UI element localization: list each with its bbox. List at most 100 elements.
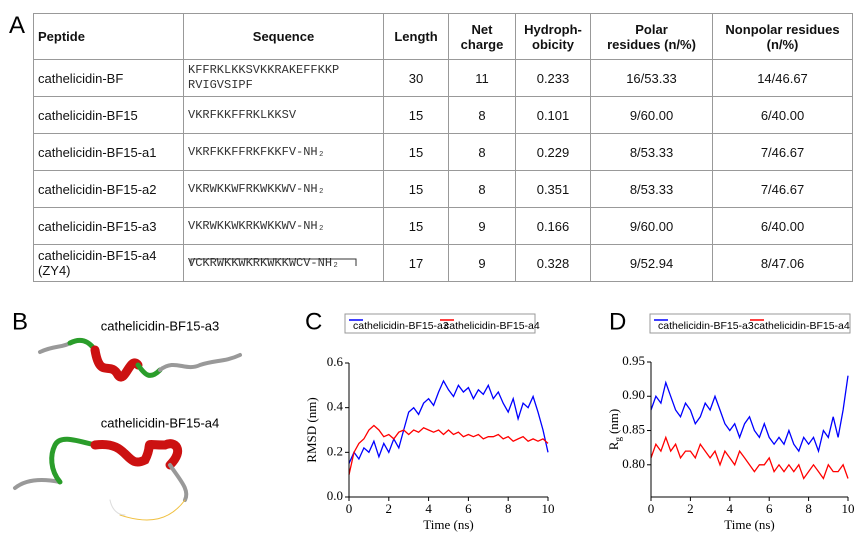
y-axis-label: RMSD (nm) <box>304 397 319 462</box>
x-tick-label: 10 <box>842 501 855 516</box>
table-cell: 0.166 <box>515 207 591 245</box>
y-axis-label-text: R <box>606 441 621 450</box>
y-axis-label-text: RMSD (nm) <box>304 397 319 462</box>
y-axis-label: Rg (nm) <box>606 409 623 450</box>
cell-text: 8 <box>478 181 486 197</box>
cell-text: 16/53.33 <box>626 70 677 86</box>
table-cell: 8/47.06 <box>712 244 853 282</box>
table-cell: VKRWKKWKRKWKKWV-NH₂ <box>183 207 384 245</box>
header-text: residues (n/%) <box>607 36 696 52</box>
table-cell: 7/46.67 <box>712 170 853 208</box>
header-text: Length <box>394 29 438 44</box>
panel-label: D <box>609 308 626 335</box>
panel-label: B <box>12 308 28 335</box>
structure-label: cathelicidin-BF15-a3 <box>101 318 220 333</box>
cell-text: 8/47.06 <box>760 255 805 271</box>
x-tick-label: 6 <box>465 501 472 516</box>
y-axis-label-sub: g <box>613 437 623 442</box>
cell-text: 7/46.67 <box>760 181 805 197</box>
legend-box <box>344 313 536 334</box>
cell-text: 9 <box>478 218 486 234</box>
table-cell: 0.328 <box>515 244 591 282</box>
cell-text: 30 <box>408 70 424 86</box>
cell-text: 0.233 <box>536 70 570 86</box>
cell-text: 17 <box>408 255 424 271</box>
cell-text: 9/60.00 <box>629 218 674 234</box>
table-cell: 15 <box>383 207 449 245</box>
cell-text: 15 <box>408 218 424 234</box>
x-tick-label: 4 <box>425 501 432 516</box>
table-cell: cathelicidin-BF <box>33 59 184 97</box>
legend-label: cathelicidin-BF15-a4 <box>754 320 850 332</box>
panel-label: C <box>305 308 322 335</box>
cell-text: 0.101 <box>536 107 570 123</box>
table-cell: VKRFKKFFRKFKKFV-NH₂ <box>183 133 384 171</box>
x-tick-label: 2 <box>386 501 393 516</box>
header-text: Net <box>471 21 493 37</box>
table-cell: 9/60.00 <box>590 207 713 245</box>
cell-text: 8/53.33 <box>629 181 674 197</box>
ribbon-a4 <box>13 436 189 521</box>
data-line <box>650 375 849 454</box>
cell-text: (ZY4) <box>38 263 71 278</box>
x-tick-label: 8 <box>505 501 512 516</box>
cell-text: 15 <box>408 181 424 197</box>
header-text: Nonpolar residues <box>725 21 840 37</box>
table-cell: 9 <box>448 244 516 282</box>
disulfide-bracket <box>190 258 357 266</box>
table-cell: VKRFKKFFRKLKKSV <box>183 96 384 134</box>
header-text: (n/%) <box>766 36 799 52</box>
header-cell: Net charge <box>448 13 516 60</box>
table-row: cathelicidin-BF15-a4 (ZY4) VCKRWKKWKRKWKKW… <box>33 244 853 282</box>
y-tick-label: 0.95 <box>622 353 645 368</box>
header-cell: Sequence <box>183 13 384 60</box>
header-text: Hydroph- <box>524 21 582 37</box>
cell-text: cathelicidin-BF <box>38 70 124 86</box>
x-tick-label: 6 <box>766 501 773 516</box>
header-text: charge <box>460 36 504 52</box>
table-cell: 17 <box>383 244 449 282</box>
x-tick-label: 2 <box>687 501 694 516</box>
x-tick-label: 10 <box>542 501 555 516</box>
cell-text: 8/53.33 <box>629 144 674 160</box>
data-line <box>650 435 849 480</box>
cell-text: cathelicidin-BF15-a2 <box>38 181 157 197</box>
cell-text: 9/52.94 <box>629 255 674 271</box>
table-row: cathelicidin-BF15-a3 VKRWKKWKRKWKKWV-NH₂ 1… <box>33 207 853 245</box>
legend-label: cathelicidin-BF15-a3 <box>658 320 754 332</box>
header-cell: Hydroph-obicity <box>515 13 591 60</box>
header-cell: Length <box>383 13 449 60</box>
cell-text: RVIGVSIPF <box>188 78 253 92</box>
table-cell: cathelicidin-BF15-a2 <box>33 170 184 208</box>
header-cell: Nonpolar residues (n/%) <box>712 13 853 60</box>
panel-label: A <box>9 12 26 39</box>
table-cell: 8 <box>448 96 516 134</box>
table-cell: 6/40.00 <box>712 207 853 245</box>
cell-text: VKRFKKFFRKLKKSV <box>188 107 297 122</box>
structure-label: cathelicidin-BF15-a4 <box>101 415 220 430</box>
table-cell: 0.101 <box>515 96 591 134</box>
cell-text: 9 <box>478 255 486 271</box>
table-cell: cathelicidin-BF15-a4 (ZY4) <box>33 244 184 282</box>
cell-text: 14/46.67 <box>757 70 808 86</box>
cell-text: 15 <box>408 144 424 160</box>
cell-text: VKRFKKFFRKFKKFV-NH₂ <box>188 144 325 159</box>
header-cell: Polar residues (n/%) <box>590 13 713 60</box>
cell-text: 6/40.00 <box>760 107 805 123</box>
table-cell: 8/53.33 <box>590 133 713 171</box>
cell-text: VKRWKKWKRKWKKWV-NH₂ <box>188 218 325 233</box>
y-tick-label: 0.90 <box>622 387 645 402</box>
legend-label: cathelicidin-BF15-a3 <box>353 320 449 332</box>
y-tick-label: 0.6 <box>327 354 344 369</box>
header-text: Sequence <box>252 29 315 44</box>
cell-text: cathelicidin-BF15-a1 <box>38 144 157 160</box>
table-cell: 7/46.67 <box>712 133 853 171</box>
table-cell: 15 <box>383 170 449 208</box>
cell-text: 0.351 <box>536 181 570 197</box>
cell-text: 8 <box>478 107 486 123</box>
table-cell: 11 <box>448 59 516 97</box>
cell-text: 0.328 <box>536 255 570 271</box>
table-cell: 9 <box>448 207 516 245</box>
